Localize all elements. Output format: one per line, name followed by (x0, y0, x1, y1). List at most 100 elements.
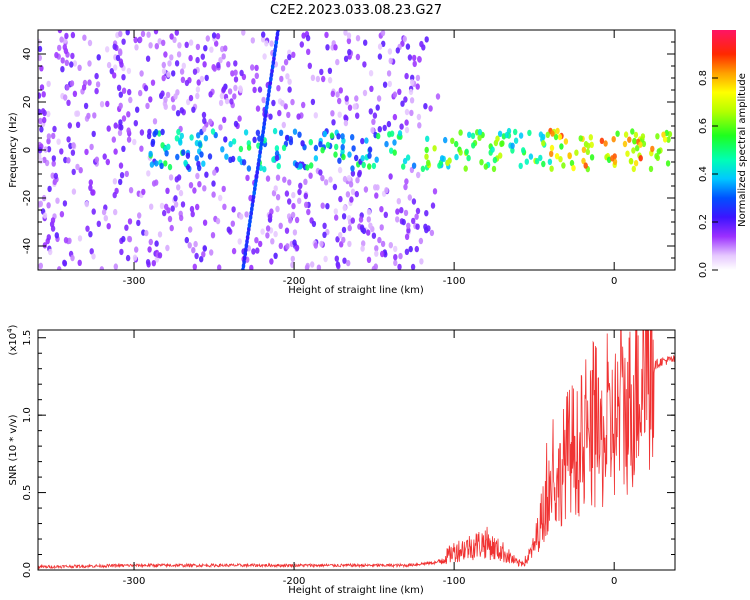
spectrogram-cell (416, 113, 422, 121)
spectrogram-cell (165, 244, 170, 252)
spectrogram-y-tick-label: -40 (22, 238, 33, 254)
spectrogram-cell (407, 54, 413, 61)
spectrogram-cell (89, 248, 94, 255)
spectrogram-cell (152, 118, 158, 125)
spectrogram-cell (233, 60, 238, 67)
spectrogram-cell (69, 61, 74, 68)
spectrogram-cell (71, 142, 76, 149)
spectrogram-cell (374, 250, 379, 257)
spectrogram-cell (547, 158, 553, 165)
spectrogram-cell (151, 260, 156, 267)
spectrogram-cell (46, 146, 52, 153)
spectrogram-cell (338, 195, 343, 203)
spectrogram-cell (450, 137, 455, 144)
spectrogram-cell (411, 198, 417, 205)
spectrogram-cell (226, 61, 231, 68)
spectrogram-cell (81, 84, 87, 91)
spectrogram-cell (195, 203, 200, 211)
spectrogram-cell (201, 111, 207, 119)
spectrogram-cell (268, 113, 273, 120)
spectrogram-cell (284, 190, 290, 197)
spectrogram-cell (327, 67, 333, 75)
spectrogram-cell (59, 148, 64, 155)
spectrogram-cell (387, 48, 393, 55)
spectrogram-cell (82, 34, 87, 41)
spectrogram-cell (144, 229, 149, 237)
spectrogram-cell (197, 141, 203, 148)
spectrogram-cell (197, 164, 202, 172)
spectrogram-cell (146, 170, 151, 177)
spectrogram-cell (286, 111, 291, 119)
spectrogram-cell (380, 30, 386, 37)
spectrogram-cell (384, 140, 389, 148)
spectrogram-cell (75, 110, 81, 117)
spectrogram-cell (366, 216, 371, 223)
spectrogram-cell (379, 206, 384, 213)
spectrogram-cell (227, 88, 233, 95)
spectrogram-cell (86, 112, 91, 120)
spectrogram-cell (153, 30, 159, 35)
spectrogram-cell (207, 153, 213, 160)
spectrogram-cell (40, 108, 46, 115)
spectrogram-cell (549, 165, 554, 172)
spectrogram-cell (52, 125, 57, 133)
spectrogram-cell (231, 247, 237, 255)
spectrogram-cell (360, 137, 365, 145)
spectrogram-cell (70, 149, 76, 156)
spectrogram-cell (332, 183, 338, 191)
spectrogram-cell (101, 208, 107, 216)
spectrogram-cell (57, 44, 62, 52)
spectrogram-cell (173, 93, 178, 100)
spectrogram-cell (410, 263, 416, 270)
spectrogram-cell (403, 209, 409, 217)
spectrogram-cell (145, 259, 151, 266)
spectrogram-cell (203, 135, 209, 142)
spectrogram-cell (622, 140, 628, 148)
spectrogram-cell (250, 64, 255, 71)
spectrogram-cell (497, 130, 503, 137)
spectrogram-cell (406, 227, 411, 234)
spectrogram-cell (371, 232, 377, 239)
spectrogram-cell (308, 139, 313, 146)
spectrogram-cell (640, 133, 646, 140)
spectrogram-cell (528, 153, 534, 160)
spectrogram-cell (46, 138, 51, 145)
spectrogram-cell (346, 37, 352, 45)
spectrogram-cell (42, 116, 47, 124)
spectrogram-cell (96, 54, 101, 61)
spectrogram-cell (342, 204, 347, 212)
spectrogram-cell (423, 103, 428, 110)
spectrogram-cell (424, 226, 429, 234)
spectrogram-cell (83, 102, 89, 110)
spectrogram-cell (320, 147, 325, 154)
spectrogram-cell (377, 236, 382, 244)
spectrogram-cell (555, 127, 560, 135)
spectrogram-cell (550, 130, 555, 137)
spectrogram-cell (109, 68, 115, 75)
spectrogram-cell (119, 124, 124, 131)
spectrogram-cell (59, 211, 65, 218)
spectrogram-cell (167, 215, 173, 223)
spectrogram-x-tick-label: -200 (283, 276, 306, 287)
snr-panel: -300 -200 -100 0 0.0 0.5 1.0 1.5 Height of stra… (6, 324, 676, 596)
spectrogram-cell (126, 127, 131, 134)
spectrogram-cell (343, 119, 349, 127)
spectrogram-cell (281, 121, 286, 129)
spectrogram-cell (355, 177, 360, 184)
spectrogram-cell (166, 143, 171, 150)
spectrogram-cell (410, 79, 415, 86)
spectrogram-cell (354, 190, 359, 198)
spectrogram-cell (297, 188, 302, 196)
spectrogram-x-tick-label: 0 (611, 276, 617, 287)
spectrogram-cell (254, 64, 259, 72)
spectrogram-cell (291, 202, 296, 210)
spectrogram-cell (554, 153, 560, 160)
spectrogram-cell (292, 239, 297, 246)
spectrogram-cell (376, 95, 382, 102)
spectrogram-cell (94, 87, 99, 95)
spectrogram-cell (627, 136, 632, 143)
spectrogram-cell (611, 136, 616, 143)
snr-y-tick-label: 1.5 (22, 330, 33, 346)
spectrogram-cell (341, 236, 346, 244)
spectrogram-cell (629, 158, 634, 165)
